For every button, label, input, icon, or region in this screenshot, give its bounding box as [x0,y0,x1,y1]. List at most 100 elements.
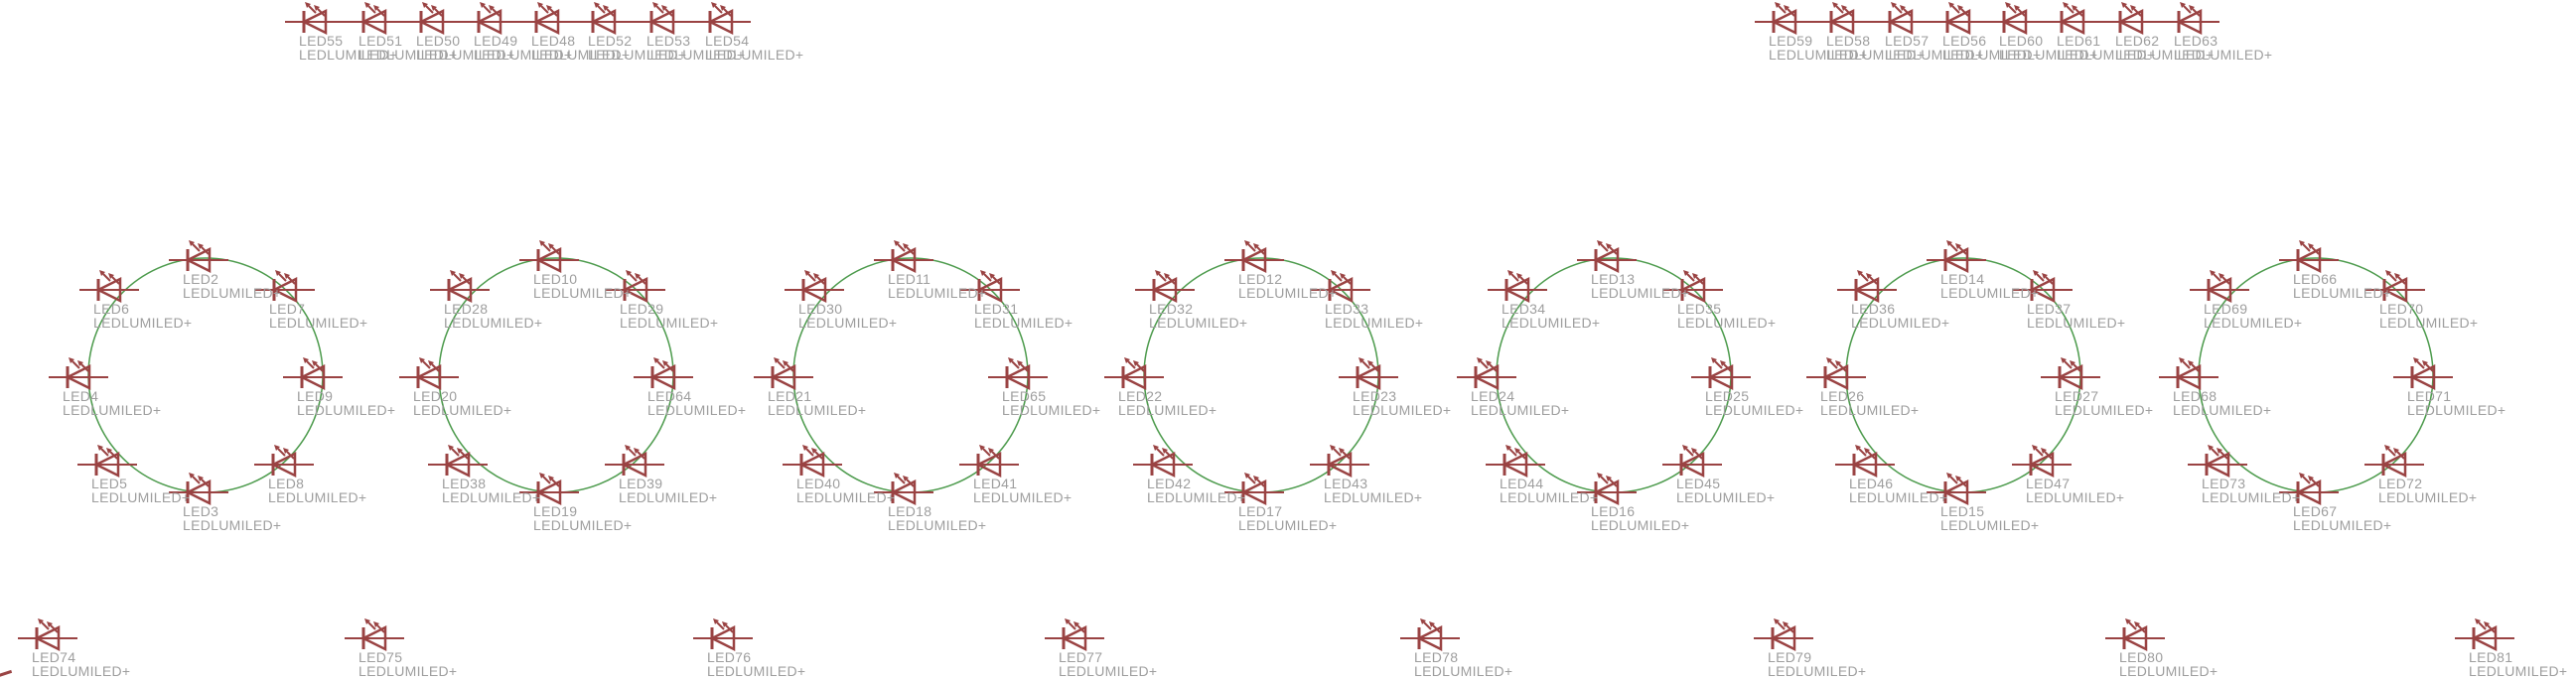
led-reference-label: LED75 [358,649,403,665]
led-reference-label: LED81 [2469,649,2513,665]
led-reference-label: LED71 [2407,388,2452,404]
led-value-label: LEDLUMILED+ [533,517,633,533]
led-value-label: LEDLUMILED+ [533,285,633,301]
led-value-label: LEDLUMILED+ [444,315,543,331]
led-reference-label: LED53 [646,33,691,49]
led-value-label: LEDLUMILED+ [299,47,398,63]
led-value-label: LEDLUMILED+ [973,489,1073,505]
led-reference-label: LED47 [2026,476,2071,491]
led-value-label: LEDLUMILED+ [1885,47,1984,63]
led-reference-label: LED52 [588,33,633,49]
led-value-label: LEDLUMILED+ [1591,285,1690,301]
led-value-label: LEDLUMILED+ [1118,402,1217,418]
led-value-label: LEDLUMILED+ [1942,47,2042,63]
led-value-label: LEDLUMILED+ [1500,489,1599,505]
led-value-label: LEDLUMILED+ [297,402,396,418]
led-reference-label: LED41 [973,476,1018,491]
led-value-label: LEDLUMILED+ [2174,47,2273,63]
led-reference-label: LED12 [1238,271,1283,287]
led-value-label: LEDLUMILED+ [63,402,162,418]
led-value-label: LEDLUMILED+ [588,47,687,63]
led-value-label: LEDLUMILED+ [1705,402,1804,418]
led-value-label: LEDLUMILED+ [2469,663,2568,679]
led-value-label: LEDLUMILED+ [183,285,282,301]
led-reference-label: LED58 [1826,33,1871,49]
led-reference-label: LED80 [2119,649,2164,665]
led-reference-label: LED4 [63,388,99,404]
led-value-label: LEDLUMILED+ [32,663,131,679]
led-reference-label: LED25 [1705,388,1750,404]
led-value-label: LEDLUMILED+ [647,402,747,418]
led-value-label: LEDLUMILED+ [2378,489,2478,505]
led-value-label: LEDLUMILED+ [1826,47,1926,63]
led-reference-label: LED67 [2293,503,2338,519]
led-reference-label: LED78 [1414,649,1459,665]
led-value-label: LEDLUMILED+ [1769,47,1868,63]
led-reference-label: LED65 [1002,388,1047,404]
led-value-label: LEDLUMILED+ [269,315,368,331]
led-value-label: LEDLUMILED+ [93,315,193,331]
led-value-label: LEDLUMILED+ [1820,402,1920,418]
led-value-label: LEDLUMILED+ [1676,489,1776,505]
led-value-label: LEDLUMILED+ [1324,489,1423,505]
led-reference-label: LED66 [2293,271,2338,287]
led-reference-label: LED61 [2057,33,2101,49]
led-value-label: LEDLUMILED+ [1940,285,2040,301]
led-value-label: LEDLUMILED+ [2119,663,2218,679]
led-reference-label: LED46 [1849,476,1894,491]
led-reference-label: LED32 [1149,301,1194,317]
led-value-label: LEDLUMILED+ [1471,402,1570,418]
led-value-label: LEDLUMILED+ [974,315,1073,331]
led-reference-label: LED9 [297,388,334,404]
led-reference-label: LED56 [1942,33,1987,49]
led-reference-label: LED73 [2202,476,2246,491]
led-value-label: LEDLUMILED+ [2293,285,2392,301]
led-value-label: LEDLUMILED+ [1149,315,1248,331]
led-reference-label: LED79 [1768,649,1812,665]
led-reference-label: LED29 [620,301,664,317]
led-value-label: LEDLUMILED+ [442,489,541,505]
led-reference-label: LED50 [416,33,461,49]
led-value-label: LEDLUMILED+ [1849,489,1948,505]
led-value-label: LEDLUMILED+ [1502,315,1601,331]
led-reference-label: LED44 [1500,476,1544,491]
led-reference-label: LED36 [1851,301,1896,317]
led-reference-label: LED63 [2174,33,2218,49]
led-reference-label: LED37 [2027,301,2072,317]
led-value-label: LEDLUMILED+ [2202,489,2301,505]
led-reference-label: LED70 [2379,301,2424,317]
led-reference-label: LED11 [888,271,931,287]
led-value-label: LEDLUMILED+ [620,315,719,331]
led-reference-label: LED13 [1591,271,1636,287]
led-reference-label: LED7 [269,301,306,317]
led-reference-label: LED49 [474,33,518,49]
led-reference-label: LED31 [974,301,1019,317]
led-reference-label: LED10 [533,271,578,287]
led-reference-label: LED38 [442,476,487,491]
led-value-label: LEDLUMILED+ [1238,285,1338,301]
led-reference-label: LED3 [183,503,219,519]
led-value-label: LEDLUMILED+ [1999,47,2098,63]
led-reference-label: LED57 [1885,33,1930,49]
led-value-label: LEDLUMILED+ [416,47,515,63]
led-value-label: LEDLUMILED+ [2026,489,2125,505]
led-value-label: LEDLUMILED+ [1325,315,1424,331]
led-value-label: LEDLUMILED+ [1147,489,1246,505]
led-value-label: LEDLUMILED+ [705,47,804,63]
led-reference-label: LED40 [796,476,841,491]
led-reference-label: LED74 [32,649,76,665]
led-reference-label: LED51 [358,33,403,49]
led-reference-label: LED55 [299,33,344,49]
led-value-label: LEDLUMILED+ [2204,315,2303,331]
led-reference-label: LED21 [768,388,812,404]
led-reference-label: LED45 [1676,476,1721,491]
led-reference-label: LED15 [1940,503,1985,519]
led-reference-label: LED16 [1591,503,1636,519]
led-value-label: LEDLUMILED+ [619,489,718,505]
led-reference-label: LED28 [444,301,489,317]
led-reference-label: LED42 [1147,476,1192,491]
led-value-label: LEDLUMILED+ [1940,517,2040,533]
led-reference-label: LED33 [1325,301,1369,317]
